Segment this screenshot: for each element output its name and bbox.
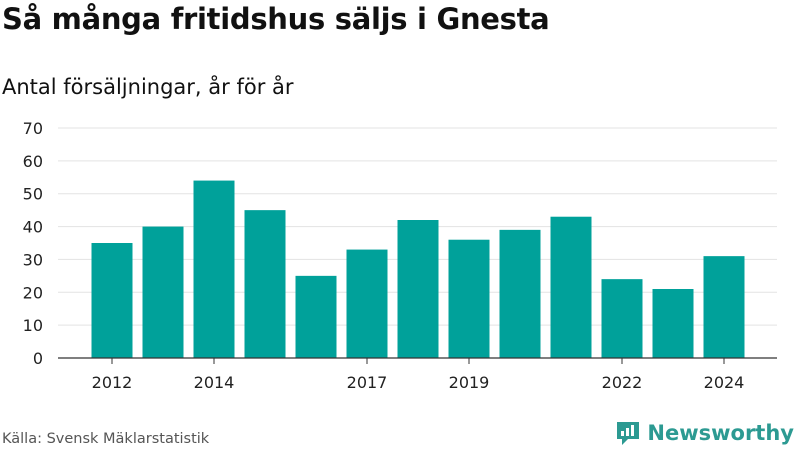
y-tick-label: 10	[23, 316, 43, 335]
logo-text: Newsworthy	[647, 421, 794, 445]
bar-2023	[652, 289, 694, 358]
bar-2012	[91, 243, 133, 358]
y-tick-label: 60	[23, 152, 43, 171]
bar-2020	[499, 229, 541, 358]
bar-chart: 0 10 20 30 40 50 60 70 2012 2014 2017 2019 2022 2024	[23, 119, 777, 390]
x-tick-label: 2022	[602, 373, 643, 390]
bar-2024	[703, 256, 745, 358]
y-tick-label: 70	[23, 119, 43, 138]
y-tick-label: 20	[23, 283, 43, 302]
bar-2016	[295, 275, 337, 358]
y-tick-label: 50	[23, 185, 43, 204]
bar-2015	[244, 210, 286, 358]
bar-2018	[397, 220, 439, 358]
bar-2013	[142, 226, 184, 358]
bar-2022	[601, 279, 643, 358]
x-tick-label: 2024	[704, 373, 745, 390]
chart-subtitle: Antal försäljningar, år för år	[2, 75, 294, 99]
y-tick-label: 30	[23, 250, 43, 269]
bar-2021	[550, 216, 592, 358]
newsworthy-logo-icon	[617, 422, 640, 445]
newsworthy-logo: Newsworthy	[615, 420, 794, 446]
bar-2019	[448, 239, 490, 358]
x-tick-label: 2019	[449, 373, 490, 390]
source-note: Källa: Svensk Mäklarstatistik	[2, 431, 210, 447]
bar-2014	[193, 180, 235, 358]
x-tick-label: 2012	[92, 373, 133, 390]
bar-2017	[346, 249, 388, 358]
x-tick-label: 2014	[194, 373, 235, 390]
chart-title: Så många fritidshus säljs i Gnesta	[2, 2, 550, 36]
x-tick-label: 2017	[347, 373, 388, 390]
y-tick-label: 0	[33, 349, 43, 368]
y-tick-label: 40	[23, 218, 43, 237]
